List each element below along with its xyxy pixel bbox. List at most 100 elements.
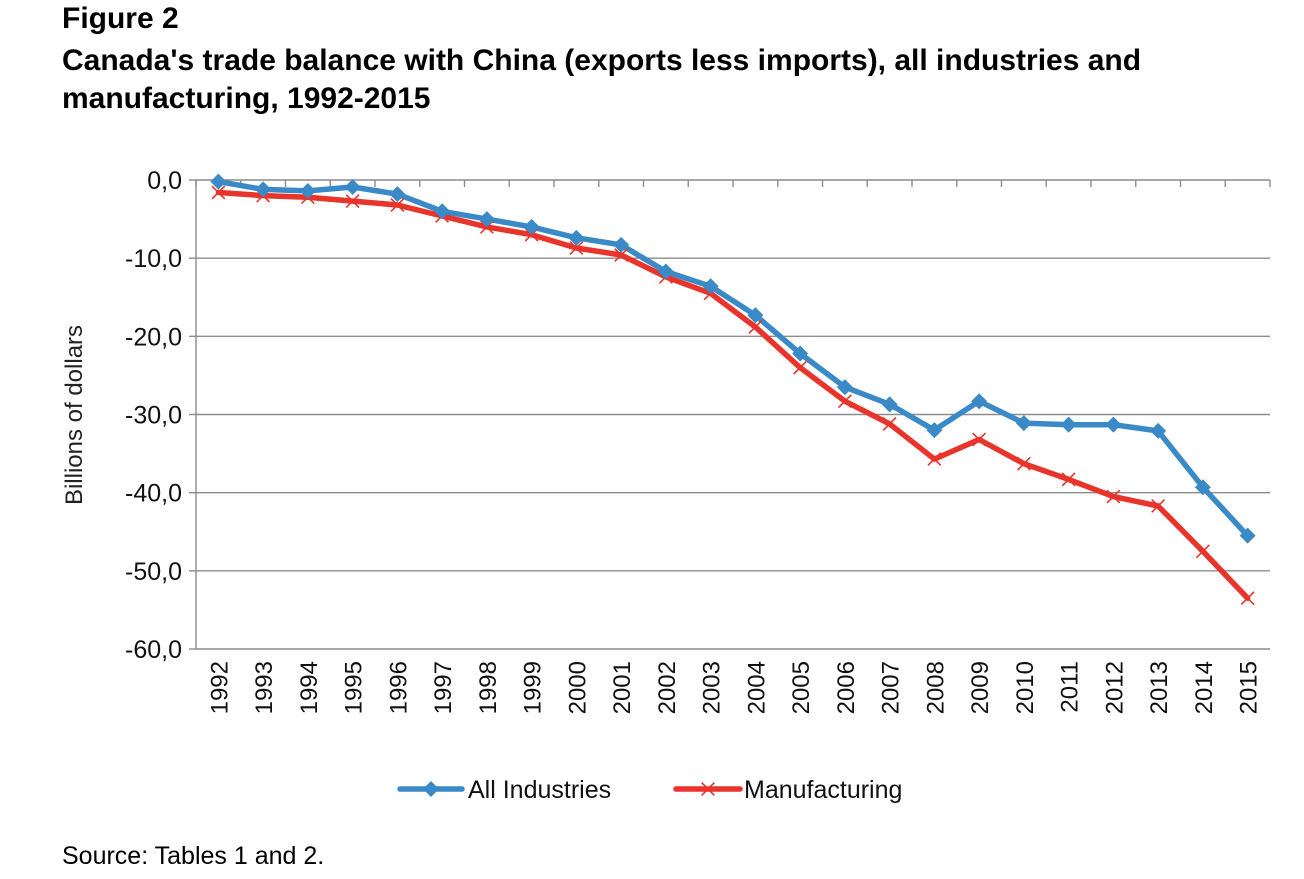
data-point [211,185,226,200]
data-point [255,181,272,198]
legend-item: All Industries [397,776,611,804]
marker-stroke [1106,489,1121,504]
legend-label: All Industries [468,776,611,804]
data-point [389,186,406,203]
x-tick-label: 2002 [654,661,681,714]
data-point [523,218,540,235]
x-tick-label: 2013 [1146,661,1173,714]
data-point [747,307,764,324]
x-tick-label: 2011 [1057,661,1084,713]
data-point [972,432,987,447]
y-tick-label: -40,0 [125,480,182,508]
marker-stroke [927,452,942,467]
marker-stroke [211,185,226,200]
data-point [1240,591,1255,606]
data-point [748,319,763,334]
marker-stroke [837,394,852,409]
marker-stroke [701,782,715,796]
y-tick-label: 0,0 [147,167,182,195]
x-tick-label: 2005 [788,661,815,714]
x-tick-label: 2000 [564,661,591,714]
data-point [345,194,360,209]
marker-stroke [569,241,584,255]
data-point [299,182,316,199]
data-point [793,360,808,375]
y-tick-label: -20,0 [125,323,182,351]
data-point [344,179,361,196]
data-point [1194,479,1211,496]
figure-label: Figure 2 [62,2,179,35]
x-tick-label: 2003 [699,661,726,714]
x-tick-labels: 1992 1993 1994 1995 1996 1997 1998 1999 2000 2001… [206,661,1262,714]
x-tick-label: 2012 [1101,661,1128,714]
data-point [1195,544,1210,559]
marker-stroke [345,194,360,209]
y-tick-labels: 0,0 -10,0 -20,0 -30,0 -40,0 -50,0 -60,0 [125,167,182,664]
y-axis-label: Billions of dollars [61,325,88,505]
x-tick-label: 2015 [1236,661,1263,714]
data-point [792,345,809,362]
series-lines [215,178,1251,601]
x-tick-label: 1996 [385,661,412,714]
data-point [836,379,853,396]
data-point [881,396,898,413]
x-tick-label: 1997 [430,661,457,714]
marker-stroke [1195,544,1210,559]
marker-stroke [614,248,629,263]
data-point [1151,498,1166,513]
marker-stroke [882,416,897,431]
x-tick-label: 2006 [833,661,860,714]
data-point [971,393,988,410]
x-tick-label: 1993 [251,661,278,714]
data-point [837,394,852,409]
y-tick-label: -10,0 [125,245,182,273]
data-point [1150,422,1167,439]
marker-stroke [1061,472,1076,487]
legend-label: Manufacturing [744,776,902,804]
series-markers [210,173,1256,606]
data-point [927,452,942,467]
y-tick-label: -60,0 [125,636,182,664]
marker-stroke [748,319,763,334]
x-tick-label: 2010 [1012,661,1039,714]
x-tick-label: 1994 [296,661,323,714]
data-point [478,211,495,228]
data-point [1105,416,1122,433]
series-line [215,178,1251,539]
marker-stroke [793,360,808,375]
data-point [1061,472,1076,487]
x-tick-label: 1995 [341,661,368,714]
axes [189,179,1271,650]
y-tick-label: -30,0 [125,402,182,430]
data-point [390,198,405,212]
data-point [657,263,674,280]
chart-title: Canada's trade balance with China (expor… [62,44,1142,115]
data-point [1060,416,1077,433]
marker-stroke [972,432,987,447]
marker-stroke [390,198,405,212]
legend-item: Manufacturing [673,776,902,804]
marker-stroke [1016,456,1031,471]
x-tick-label: 2007 [878,661,905,714]
marker-stroke [1240,591,1255,606]
data-point [1016,456,1031,471]
data-point [1239,527,1256,544]
marker-stroke [1151,498,1166,513]
data-point [613,236,630,253]
legend: All Industries Manufacturing [397,776,902,804]
x-tick-label: 2004 [743,661,770,714]
x-tick-label: 1999 [520,661,547,714]
data-point [1015,415,1032,432]
gridlines [196,257,1270,650]
series-line [215,189,1251,601]
x-tick-label: 2008 [922,661,949,714]
y-tick-label: -50,0 [125,558,182,586]
x-tick-label: 2001 [609,661,636,714]
data-point [926,422,943,439]
data-point [614,248,629,263]
data-point [701,782,715,796]
data-point [569,241,584,255]
data-point [882,416,897,431]
data-point [423,781,439,797]
